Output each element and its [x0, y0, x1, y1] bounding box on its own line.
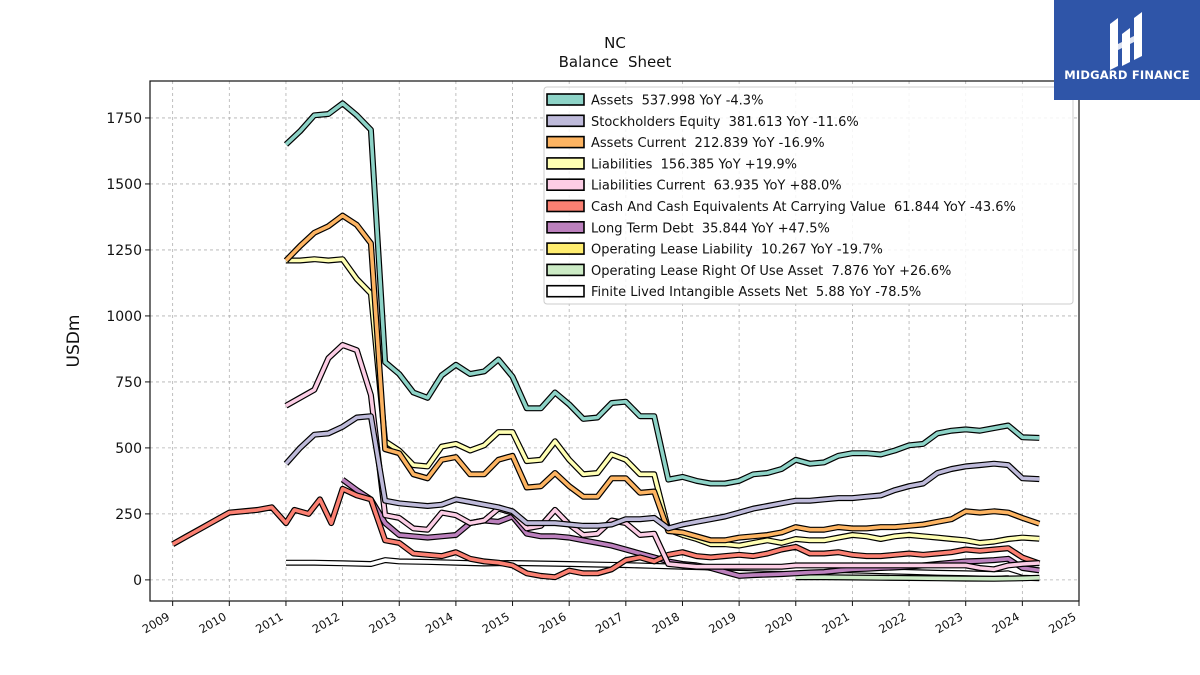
y-tick-label: 250 [115, 507, 142, 523]
x-tick-label: 2017 [593, 609, 625, 636]
x-tick-label: 2020 [763, 609, 795, 636]
legend-entry: Operating Lease Right Of Use Asset 7.876… [591, 264, 951, 279]
legend-entry: Long Term Debt 35.844 YoY +47.5% [591, 221, 830, 236]
legend-swatch [546, 242, 585, 255]
y-tick-label: 0 [133, 573, 142, 589]
series-line-stockholders-equity [284, 414, 1040, 531]
x-tick-label: 2025 [1046, 609, 1078, 636]
y-tick-label: 1750 [106, 111, 142, 127]
x-tick-label: 2009 [140, 609, 172, 636]
y-axis-ticks: 0 250 500 750 1000 1250 1500 1750 [106, 111, 150, 589]
chart-title: NC [604, 34, 626, 52]
legend-swatch [546, 114, 585, 128]
legend-entry: Assets Current 212.839 YoY -16.9% [591, 136, 825, 151]
series-line-operating-lease-right-of-use-asset [795, 575, 1040, 581]
x-tick-label: 2013 [366, 609, 398, 636]
brand-name: MIDGARD FINANCE [1064, 68, 1190, 82]
legend-entry: Cash And Cash Equivalents At Carrying Va… [591, 200, 1016, 215]
legend-box [543, 86, 1074, 305]
x-axis-ticks: 2009 2010 2011 2012 2013 2014 2015 2016 2017 2018… [140, 601, 1080, 636]
y-tick-label: 1500 [106, 177, 142, 193]
x-tick-label: 2023 [933, 609, 965, 636]
brand-logo: MIDGARD FINANCE [1054, 0, 1200, 100]
legend-swatch [546, 93, 585, 106]
legend-swatch [546, 135, 585, 149]
legend-swatch [546, 178, 585, 191]
x-tick-label: 2018 [650, 609, 682, 636]
x-tick-label: 2016 [536, 609, 568, 636]
y-tick-label: 750 [115, 375, 142, 391]
legend-entry: Assets 537.998 YoY -4.3% [591, 94, 763, 109]
plot-frame [149, 80, 1080, 602]
legend-entry: Stockholders Equity 381.613 YoY -11.6% [591, 115, 859, 130]
legend-entry: Operating Lease Liability 10.267 YoY -19… [591, 243, 883, 258]
legend: Assets 537.998 YoY -4.3% Stockholders Equ… [543, 86, 1074, 305]
series-line-cash-and-cash-equivalents-at-carrying-value [171, 487, 1040, 579]
x-tick-label: 2011 [253, 609, 285, 636]
x-tick-label: 2022 [876, 609, 908, 636]
series-line-assets-current [284, 213, 1040, 543]
x-tick-label: 2019 [706, 609, 738, 636]
chart-subtitle: Balance Sheet [559, 53, 672, 71]
y-tick-label: 1250 [106, 243, 142, 259]
legend-entry: Finite Lived Intangible Assets Net 5.88 … [591, 285, 921, 300]
x-tick-label: 2012 [310, 609, 342, 636]
series-line-assets [284, 101, 1040, 486]
legend-entry: Liabilities Current 63.935 YoY +88.0% [591, 179, 842, 194]
legend-swatch [546, 199, 585, 213]
legend-entry: Liabilities 156.385 YoY +19.9% [591, 157, 797, 172]
x-tick-label: 2015 [480, 609, 512, 636]
y-axis-label: USDm [64, 315, 84, 368]
legend-swatch [546, 284, 585, 298]
legend-swatch [546, 263, 585, 277]
series-line-liabilities [286, 257, 1040, 548]
series-layer [171, 100, 1041, 582]
series-line-liabilities-current [285, 343, 1040, 572]
y-tick-label: 500 [115, 441, 142, 457]
legend-swatch [546, 221, 585, 234]
x-tick-label: 2010 [196, 609, 228, 636]
x-tick-label: 2014 [423, 609, 455, 636]
midgard-logo-icon [1110, 12, 1142, 70]
legend-swatch [546, 157, 585, 170]
y-tick-label: 1000 [106, 309, 142, 325]
x-tick-label: 2021 [820, 609, 852, 636]
x-tick-label: 2024 [989, 609, 1021, 636]
